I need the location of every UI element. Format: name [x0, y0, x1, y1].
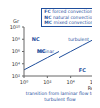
- svg-text:MC: MC: [37, 48, 46, 54]
- svg-text:10⁶: 10⁶: [12, 48, 20, 54]
- svg-text:10⁰: 10⁰: [20, 79, 28, 85]
- svg-text:FC: FC: [79, 67, 86, 73]
- svg-text:10⁶: 10⁶: [90, 79, 92, 85]
- html-text:transition from laminar flow t: transition from laminar flow to turbulen…: [25, 91, 95, 102]
- svg-text:10⁴: 10⁴: [12, 61, 20, 67]
- svg-text:10⁸: 10⁸: [12, 36, 20, 42]
- html-text:FC forced convection: FC forced convection: [44, 9, 93, 14]
- svg-text:NC: NC: [32, 36, 40, 42]
- svg-text:10⁴: 10⁴: [66, 79, 74, 85]
- svg-text:Re: Re: [88, 85, 92, 90]
- svg-text:10²: 10²: [12, 73, 20, 79]
- html-text:MC mixed convection: MC mixed convection: [44, 20, 94, 25]
- svg-text:laminar: laminar: [37, 49, 54, 54]
- svg-text:10¹⁰: 10¹⁰: [10, 24, 20, 30]
- svg-text:10²: 10²: [43, 79, 51, 85]
- svg-text:Gr: Gr: [13, 18, 20, 24]
- html-text:NC natural convection: NC natural convection: [44, 14, 95, 20]
- svg-text:turbulent: turbulent: [68, 37, 89, 42]
